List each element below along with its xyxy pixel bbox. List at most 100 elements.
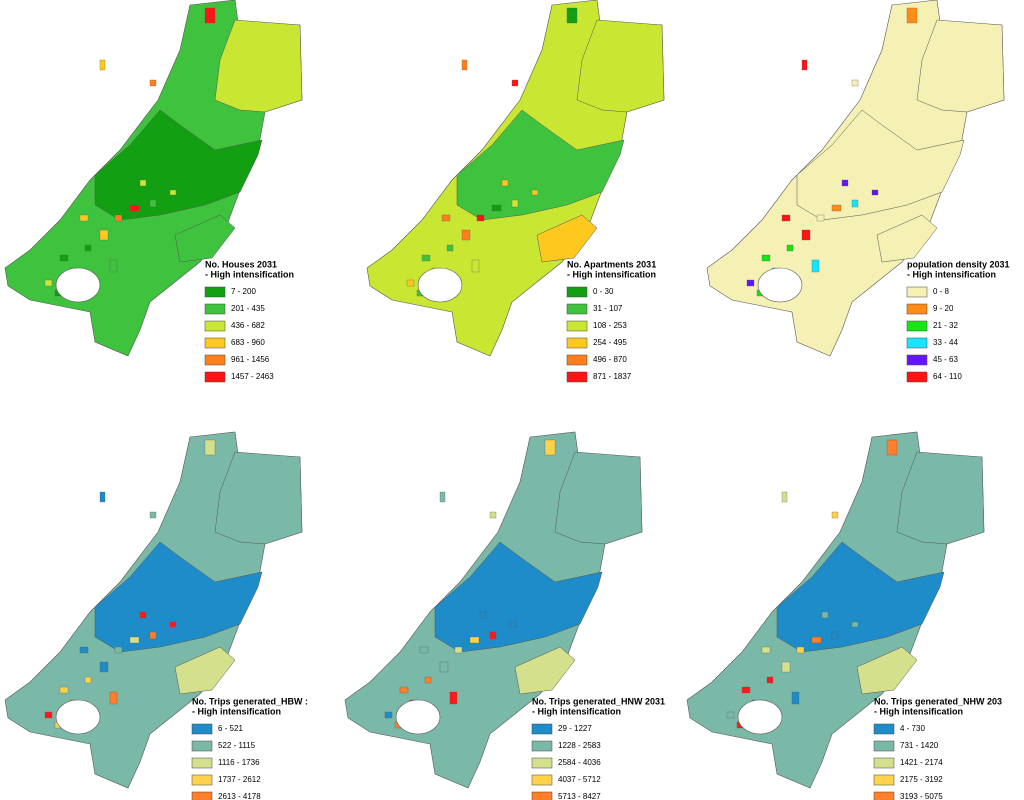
region: [174, 214, 236, 263]
region: [536, 214, 598, 263]
region: [761, 254, 771, 262]
region: [84, 676, 92, 684]
legend-swatch: [906, 303, 928, 315]
region: [441, 214, 451, 222]
region: [79, 214, 89, 222]
region: [149, 79, 157, 87]
legend-label: 2175 - 3192: [900, 775, 943, 784]
legend-swatch: [873, 723, 895, 735]
legend-label: 108 - 253: [593, 321, 627, 330]
harbour: [417, 267, 463, 303]
legend-title: - High intensification: [567, 269, 656, 279]
region: [831, 511, 839, 519]
region: [439, 661, 449, 673]
region: [204, 7, 216, 24]
region: [761, 646, 771, 654]
region: [871, 189, 879, 196]
legend-label: 522 - 1115: [218, 741, 256, 750]
legend-swatch: [566, 286, 588, 298]
map: No. Trips generated_HBW : - High intensi…: [4, 431, 308, 800]
region: [489, 511, 497, 519]
legend-label: 1421 - 2174: [900, 758, 943, 767]
legend-swatch: [531, 740, 553, 752]
map: No. Houses 2031 - High intensification 7 …: [4, 0, 303, 383]
region: [544, 439, 556, 456]
harbour: [55, 699, 101, 735]
region: [149, 631, 157, 640]
region: [479, 611, 487, 619]
legend-title: No. Trips generated_HBW :: [192, 696, 308, 706]
legend-label: 683 - 960: [231, 338, 265, 347]
region: [851, 621, 859, 628]
legend-label: 4037 - 5712: [558, 775, 601, 784]
legend-swatch: [204, 371, 226, 383]
region: [79, 646, 89, 654]
region: [856, 646, 918, 695]
region: [514, 646, 576, 695]
legend-label: 436 - 682: [231, 321, 265, 330]
region: [139, 179, 147, 187]
region: [99, 229, 109, 241]
region: [554, 451, 643, 545]
legend-label: 496 - 870: [593, 355, 627, 364]
legend-title: No. Houses 2031: [205, 259, 277, 269]
region: [511, 199, 519, 208]
legend-swatch: [204, 320, 226, 332]
region: [476, 214, 485, 222]
legend-swatch: [873, 757, 895, 769]
region: [816, 214, 825, 222]
region: [766, 676, 774, 684]
legend-title: No. Apartments 2031: [567, 259, 656, 269]
region: [399, 686, 409, 694]
legend-swatch: [191, 791, 213, 800]
legend-title: population density 2031: [907, 259, 1010, 269]
legend-label: 29 - 1227: [558, 724, 592, 733]
region: [204, 439, 216, 456]
region: [139, 611, 147, 619]
region: [489, 631, 497, 640]
legend-swatch: [204, 286, 226, 298]
region: [811, 636, 822, 644]
legend-swatch: [191, 774, 213, 786]
region: [781, 214, 791, 222]
legend-swatch: [204, 337, 226, 349]
region: [454, 646, 463, 654]
legend-title: - High intensification: [874, 706, 963, 716]
legend-label: 31 - 107: [593, 304, 623, 313]
region: [726, 711, 735, 719]
legend-swatch: [191, 723, 213, 735]
region: [791, 691, 800, 705]
legend-label: 4 - 730: [900, 724, 925, 733]
legend-label: 254 - 495: [593, 338, 627, 347]
region: [214, 451, 303, 545]
map: No. Trips generated_HNW 2031 - High inte…: [344, 431, 665, 800]
region: [821, 611, 829, 619]
region: [419, 646, 429, 654]
region: [469, 636, 480, 644]
legend-label: 2584 - 4036: [558, 758, 601, 767]
legend-swatch: [873, 740, 895, 752]
legend-label: 1457 - 2463: [231, 372, 274, 381]
region: [841, 179, 849, 187]
region: [576, 19, 665, 113]
region: [439, 491, 446, 503]
region: [781, 661, 791, 673]
region: [471, 259, 480, 273]
legend-label: 64 - 110: [933, 372, 962, 381]
region: [491, 204, 502, 212]
map: No. Trips generated_NHW 203 - High inten…: [686, 431, 1002, 800]
legend-swatch: [906, 371, 928, 383]
region: [896, 451, 985, 545]
region: [906, 7, 918, 24]
legend-label: 2613 - 4178: [218, 792, 261, 800]
legend-label: 1116 - 1736: [218, 758, 260, 767]
legend-label: 1737 - 2612: [218, 775, 261, 784]
legend-swatch: [906, 286, 928, 298]
legend-swatch: [906, 354, 928, 366]
legend-swatch: [906, 320, 928, 332]
legend-label: 731 - 1420: [900, 741, 939, 750]
region: [406, 279, 415, 287]
region: [424, 676, 432, 684]
legend-label: 3193 - 5075: [900, 792, 943, 800]
